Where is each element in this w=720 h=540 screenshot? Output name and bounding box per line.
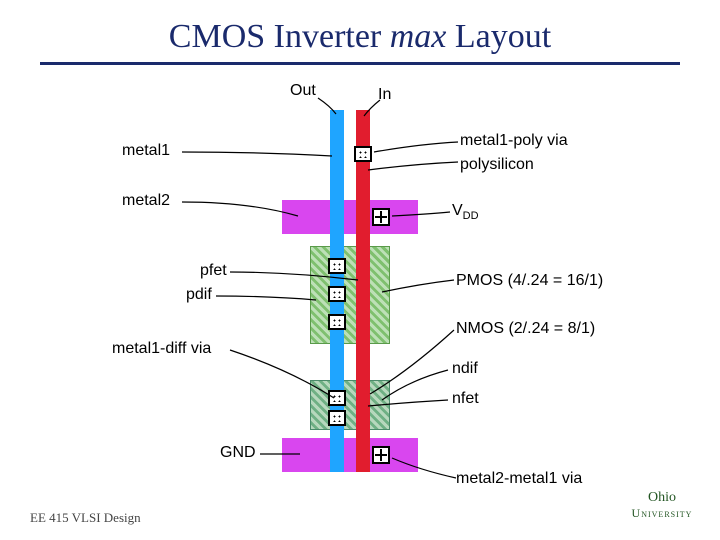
vdd-v: V — [452, 202, 463, 219]
footer-course: EE 415 VLSI Design — [30, 510, 141, 526]
label-pfet: pfet — [200, 262, 227, 280]
ohio-university-logo: Ohio University — [622, 490, 702, 530]
label-in: In — [378, 86, 391, 104]
label-metal1: metal1 — [122, 142, 170, 160]
leader-lines — [0, 80, 720, 500]
page-title: CMOS Inverter max Layout — [0, 0, 720, 56]
label-metal2: metal2 — [122, 192, 170, 210]
title-post: Layout — [446, 18, 551, 55]
title-italic: max — [390, 18, 447, 55]
logo-line1: Ohio — [622, 490, 702, 506]
vdd-sub: DD — [463, 210, 479, 222]
title-pre: CMOS Inverter — [169, 18, 390, 55]
title-underline — [40, 62, 680, 65]
label-vdd: VDD — [452, 202, 479, 222]
logo-line2: University — [622, 506, 702, 521]
label-out: Out — [290, 82, 316, 100]
label-nmos: NMOS (2/.24 = 8/1) — [456, 320, 595, 338]
diagram-canvas: Out In metal1 metal2 pfet pdif metal1-di… — [0, 80, 720, 500]
label-pdif: pdif — [186, 286, 212, 304]
label-ndif: ndif — [452, 360, 478, 378]
label-polysilicon: polysilicon — [460, 156, 534, 174]
label-m2m1-via: metal2-metal1 via — [456, 470, 582, 488]
label-pmos: PMOS (4/.24 = 16/1) — [456, 272, 603, 290]
label-gnd: GND — [220, 444, 256, 462]
label-nfet: nfet — [452, 390, 479, 408]
label-metal1-poly-via: metal1-poly via — [460, 132, 568, 150]
label-metal1-diff-via: metal1-diff via — [112, 340, 211, 358]
